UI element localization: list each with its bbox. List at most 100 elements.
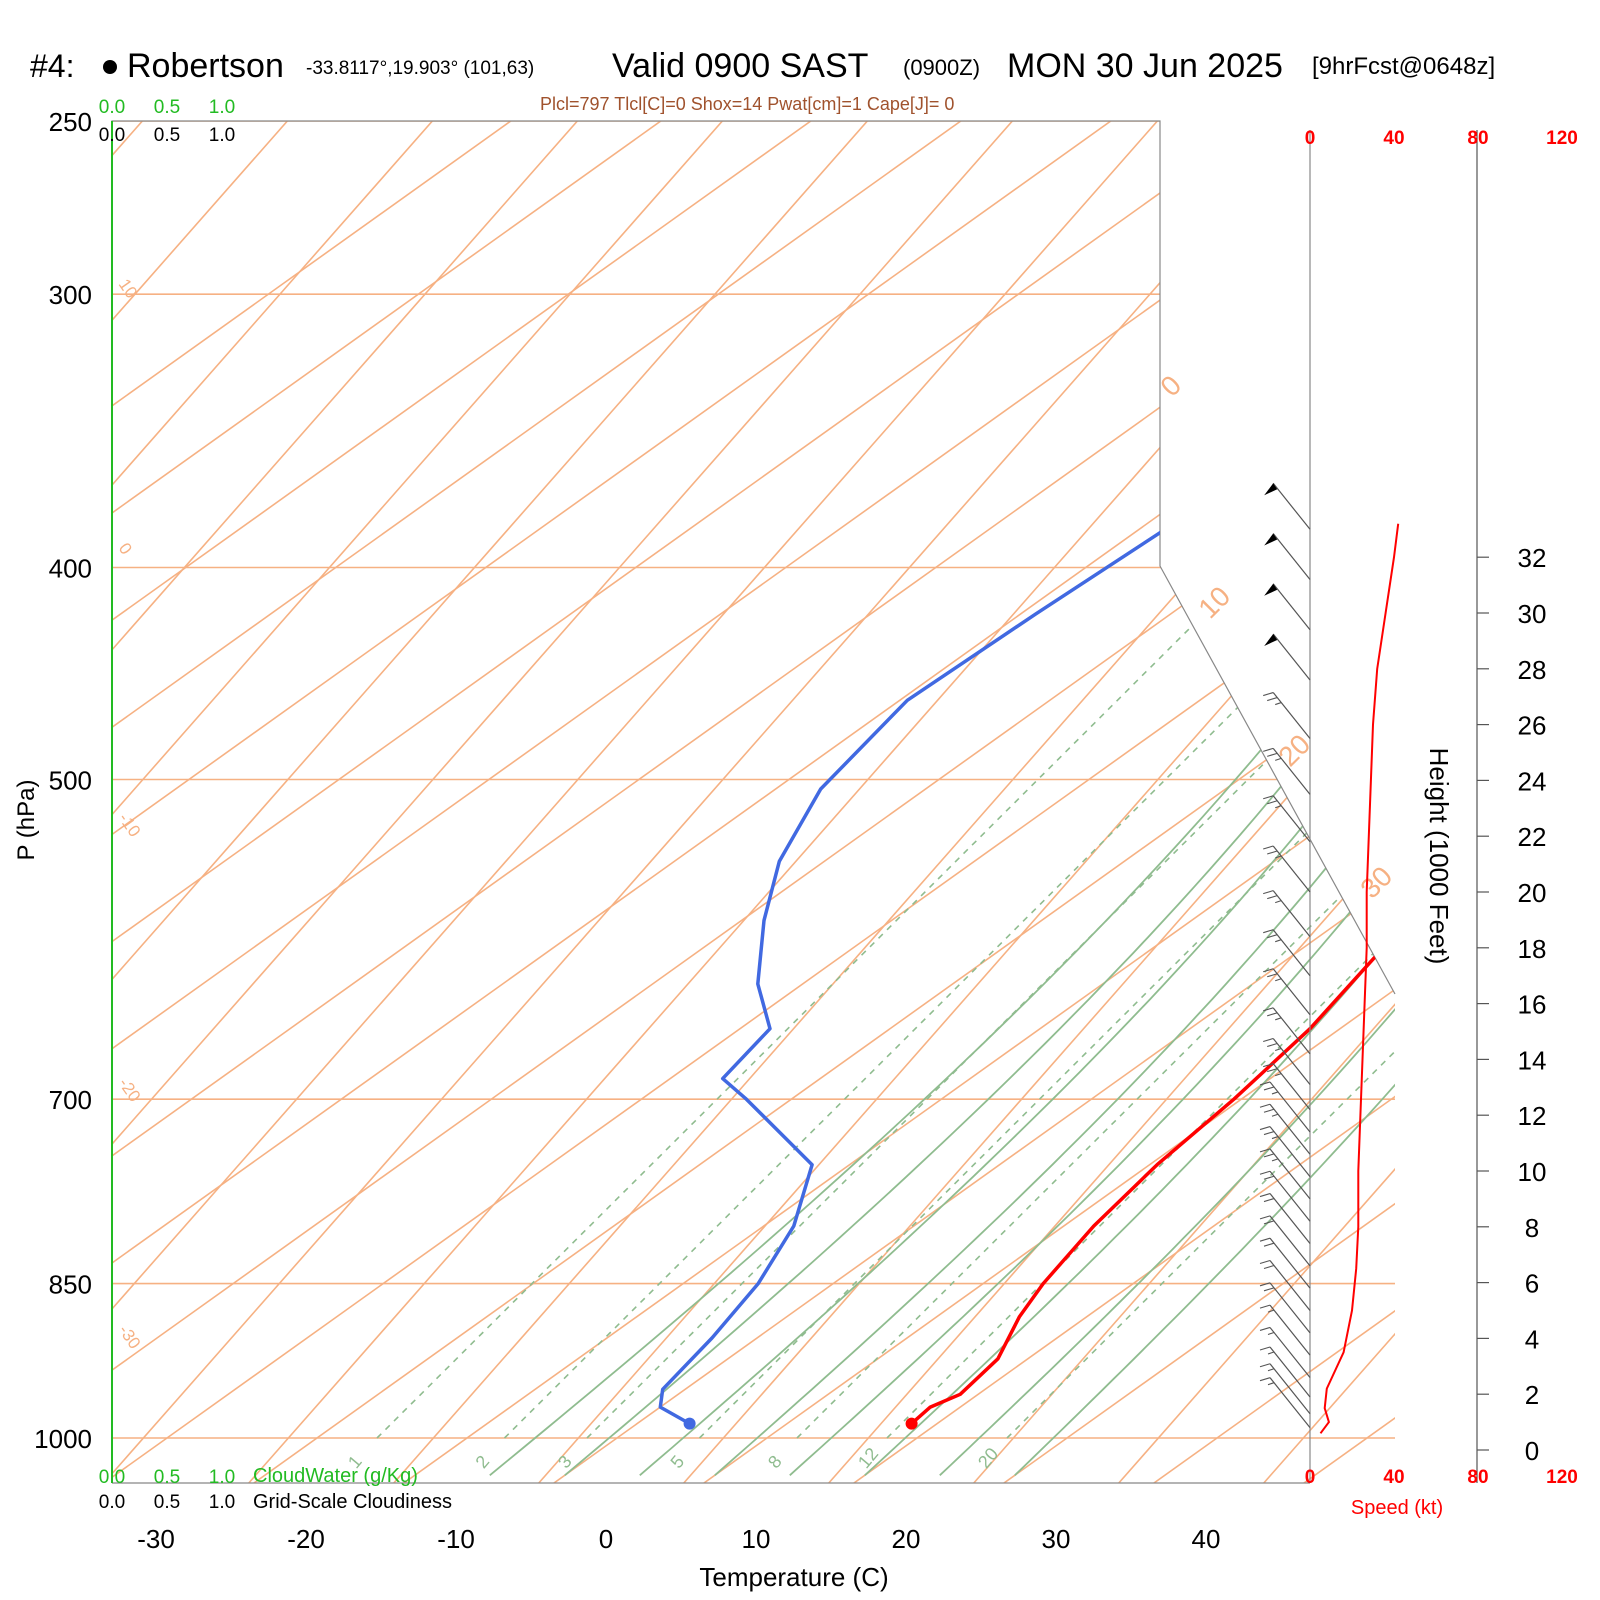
temperature-tick-label: 0 (599, 1524, 613, 1554)
isotherm-label-right: 0 (1154, 369, 1187, 402)
moist-adiabat-line (939, 121, 1395, 1476)
barb-staff (1272, 795, 1311, 843)
barb-staff (1269, 1148, 1311, 1200)
barb-half-feather (1267, 1331, 1275, 1335)
mixing-ratio-line (1006, 566, 1395, 1439)
barb-staff (1269, 1282, 1311, 1334)
temperature-tick-label: -20 (287, 1524, 325, 1554)
isotherm-line (851, 121, 1395, 1483)
barb-feather (1263, 1108, 1275, 1113)
barb-feather (1267, 752, 1278, 757)
dry-adiabat-grid-line (964, 121, 1395, 1483)
barb-half-feather (1275, 900, 1282, 904)
barb-staff (1269, 1327, 1311, 1378)
wind-barb (1263, 1037, 1311, 1085)
barb-staff (1269, 1215, 1311, 1267)
height-tick-label: 30 (1518, 599, 1547, 629)
barb-feather (1263, 692, 1274, 697)
barb-feather (1263, 1086, 1275, 1091)
mixing-ratio-line (376, 566, 1252, 1439)
wind-barb (1263, 929, 1311, 977)
barb-feather (1259, 1304, 1271, 1309)
wind-barb (1263, 968, 1311, 1016)
barb-staff (1272, 968, 1311, 1016)
barb-half-feather (1271, 1158, 1279, 1162)
station-name: Robertson (127, 47, 284, 85)
wind-barb (1263, 890, 1311, 938)
cloudwater-tick-top: 0.0 (99, 97, 125, 118)
dry-adiabat-grid-line (112, 121, 1306, 1483)
height-tick-label: 20 (1518, 878, 1547, 908)
moist-adiabat-line (714, 121, 1395, 1476)
barb-feather (1259, 1193, 1271, 1198)
wind-barb (1259, 1148, 1311, 1200)
pressure-tick-label: 700 (49, 1085, 92, 1115)
temperature-tick-label: 30 (1042, 1524, 1071, 1554)
isotherm-label: 0 (115, 539, 136, 558)
isotherm-line (112, 121, 566, 1483)
barb-staff (1272, 482, 1311, 530)
isotherm-line (112, 121, 1395, 1483)
barb-feather (1259, 1282, 1271, 1287)
barb-staff (1272, 845, 1311, 893)
forecast-label: [9hrFcst@0648z] (1312, 53, 1496, 80)
mixing-ratio-line (698, 566, 1395, 1439)
dry-adiabat-grid-line (112, 121, 1016, 1483)
barb-half-feather (1267, 1351, 1275, 1355)
cloudiness-tick-bottom: 1.0 (209, 1492, 235, 1513)
barb-feather (1263, 1287, 1275, 1292)
barb-pennant (1264, 483, 1278, 496)
wind-barb (1259, 1126, 1311, 1177)
isotherm-line (112, 121, 1395, 1483)
surface-dewpoint-marker (683, 1417, 696, 1430)
mixing-ratio-label: 12 (854, 1444, 882, 1472)
isotherm-line (1001, 121, 1395, 1483)
wind-barb (1259, 1363, 1311, 1415)
wind-barb (1263, 845, 1311, 893)
wind-barb (1259, 1103, 1311, 1155)
height-tick-label: 28 (1518, 655, 1547, 685)
barb-half-feather (1267, 1309, 1275, 1313)
plot-border (111, 120, 1396, 1483)
isotherm-line (551, 121, 1395, 1483)
pressure-tick-label: 300 (49, 280, 92, 310)
height-tick-label: 10 (1518, 1157, 1547, 1187)
cloudiness-tick-bottom: 0.5 (154, 1492, 180, 1513)
wind-barb (1263, 1063, 1311, 1110)
barb-feather (1263, 845, 1274, 850)
barb-staff (1272, 583, 1311, 631)
speed-tick-top: 40 (1383, 128, 1404, 149)
mixing-ratio-label: 20 (974, 1444, 1002, 1472)
dry-adiabat-grid-line (112, 121, 726, 1483)
cloudwater-tick-bottom: 0.0 (99, 1467, 125, 1488)
isotherm-line (112, 121, 1395, 1483)
barb-half-feather (1271, 1136, 1279, 1140)
barb-half-feather (1275, 757, 1282, 761)
barb-feather (1263, 929, 1274, 934)
barb-half-feather (1271, 1091, 1279, 1095)
moist-adiabat-line (639, 121, 1395, 1476)
wind-barb (1259, 1346, 1311, 1398)
isotherm-line (401, 121, 1395, 1483)
barb-feather (1267, 934, 1278, 939)
barb-half-feather (1271, 1113, 1279, 1117)
barb-staff (1269, 1081, 1311, 1133)
wind-barb (1264, 482, 1311, 530)
temperature-tick-label: 40 (1192, 1524, 1221, 1554)
barb-feather (1259, 1259, 1271, 1265)
barb-staff (1269, 1193, 1311, 1244)
x-axis-label: Temperature (C) (699, 1562, 888, 1592)
pressure-tick-label: 500 (49, 766, 92, 796)
isotherm-label-right: 30 (1354, 860, 1398, 904)
dry-adiabat-grid-line (112, 121, 1395, 1483)
temperature-tick-label: -30 (137, 1524, 175, 1554)
mixing-ratio-line (503, 566, 1379, 1439)
plot-frame (111, 120, 1396, 1484)
isotherm-label: 10 (115, 275, 141, 301)
barb-staff (1269, 1126, 1311, 1177)
height-tick-label: 6 (1525, 1269, 1539, 1299)
barb-feather (1267, 1068, 1278, 1073)
barb-feather (1259, 1237, 1271, 1242)
